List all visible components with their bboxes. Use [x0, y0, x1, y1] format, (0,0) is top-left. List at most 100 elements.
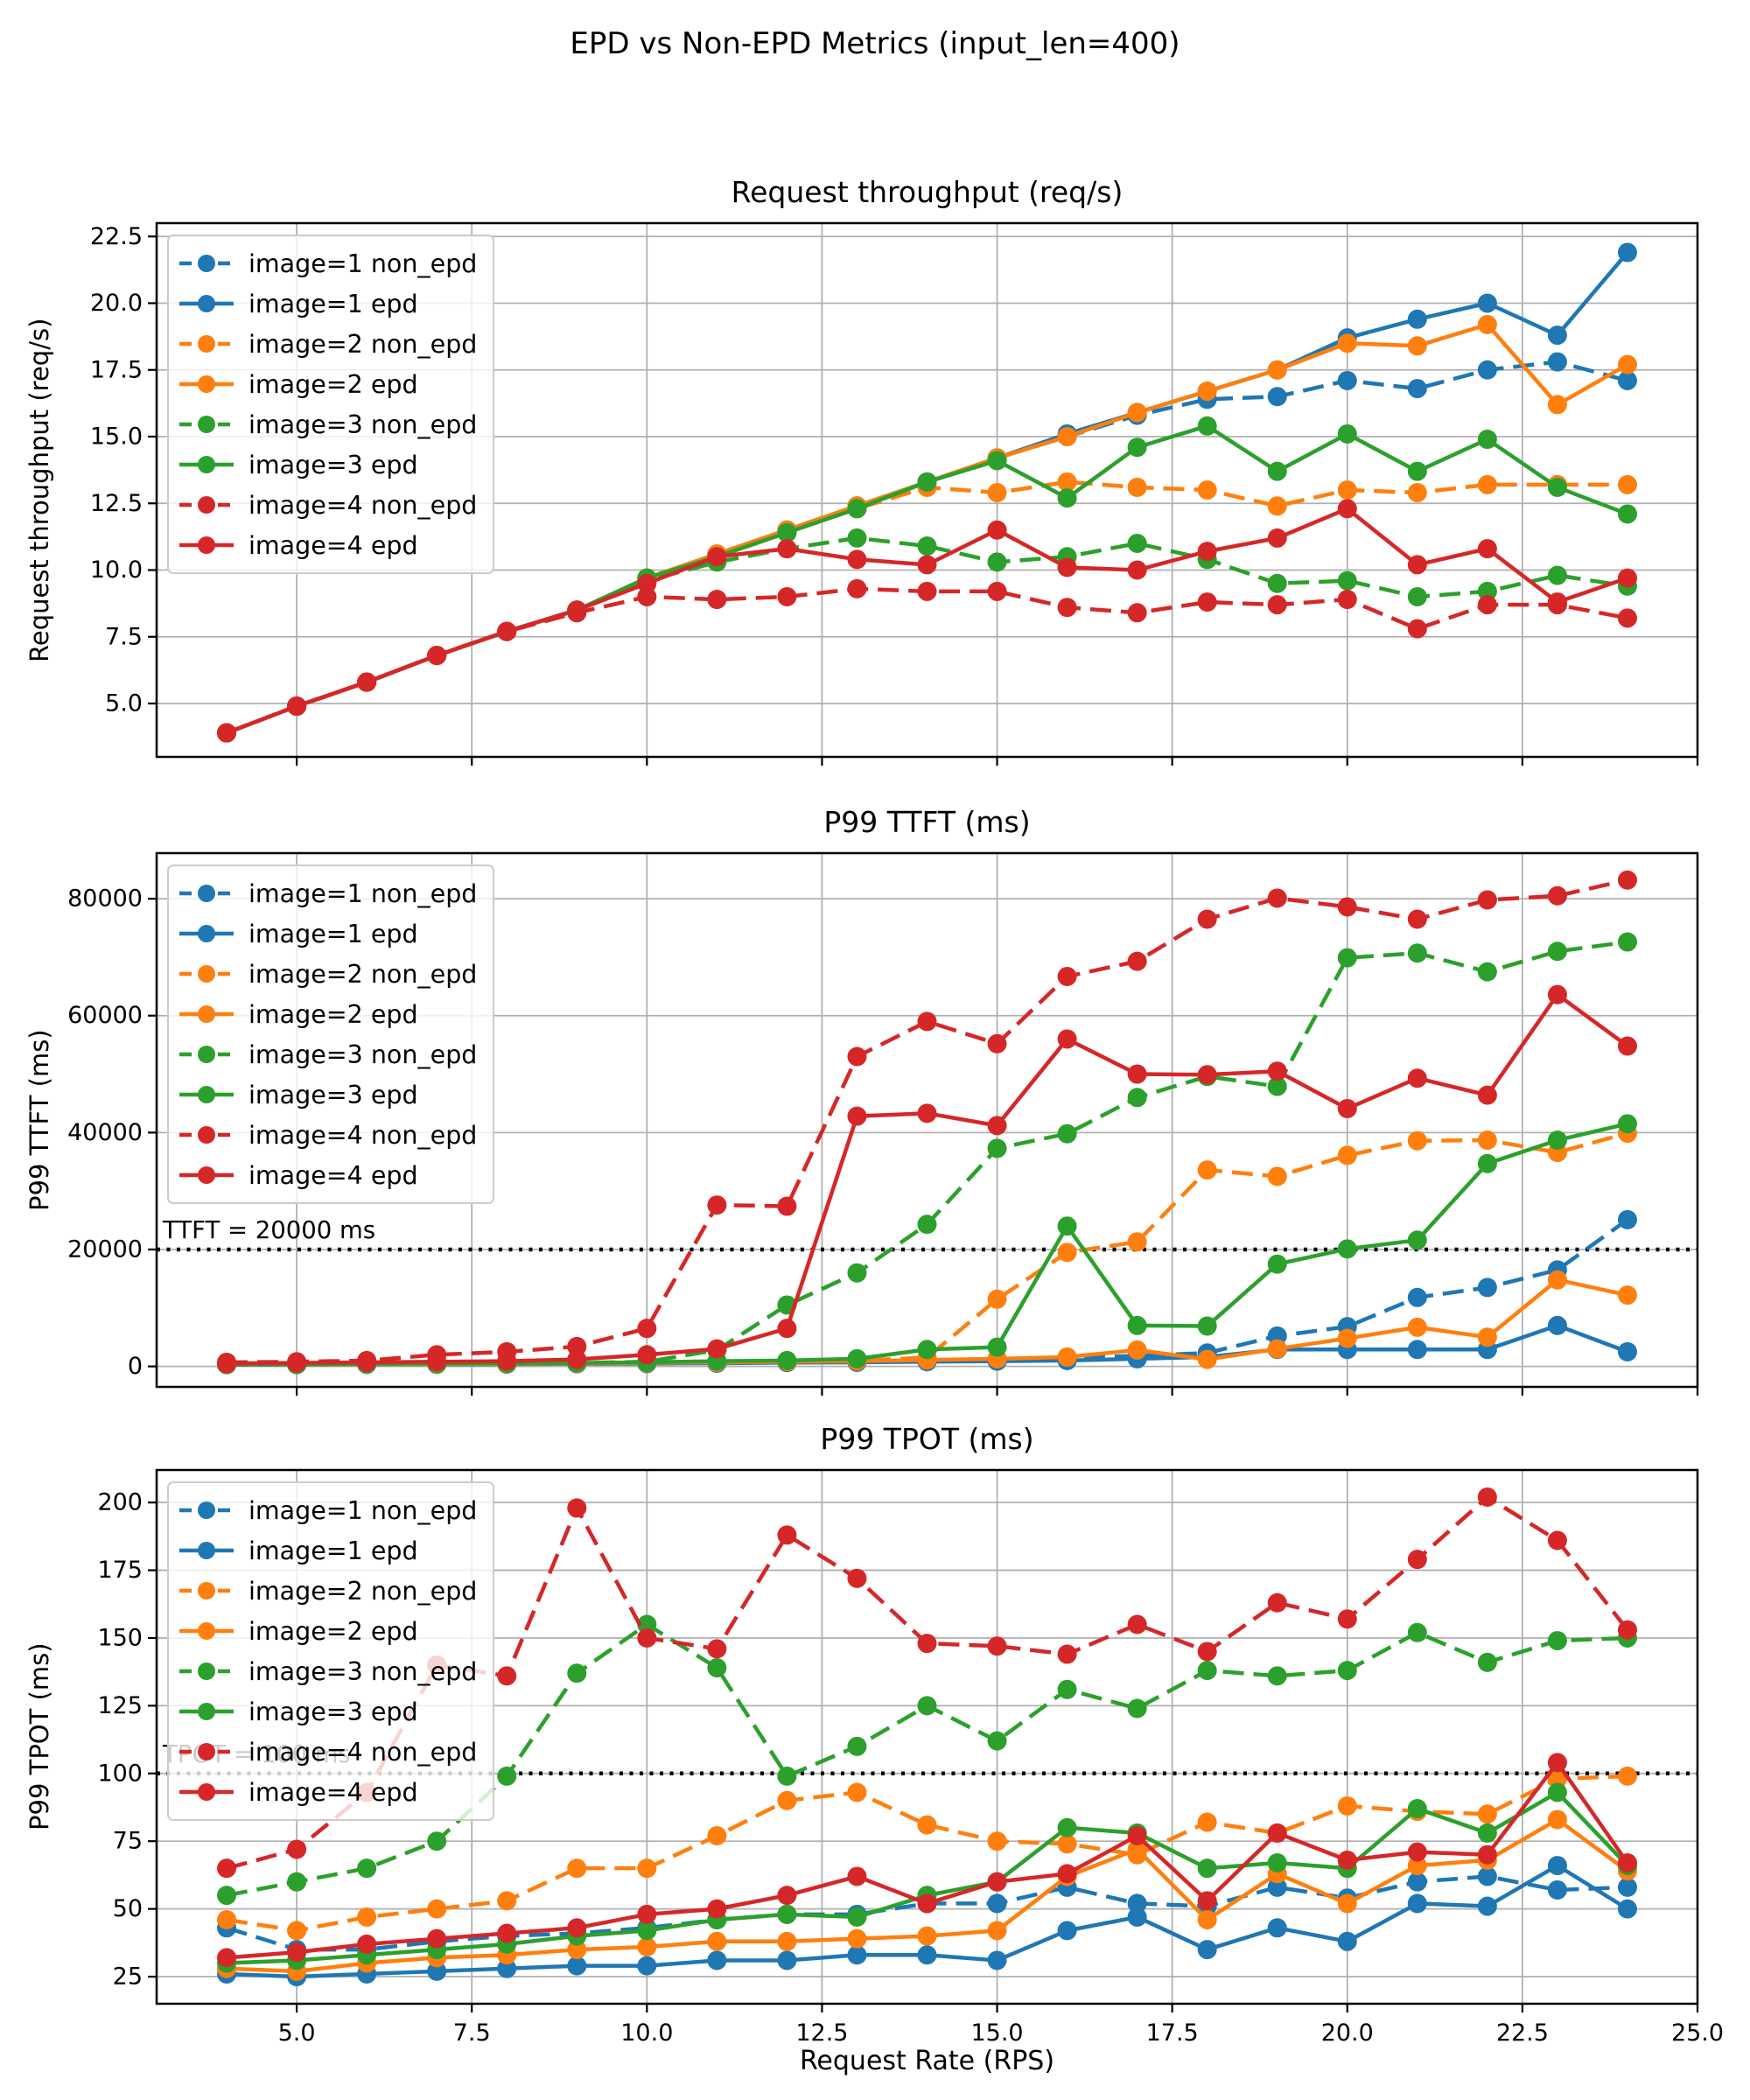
data-point: [1477, 314, 1497, 334]
data-point: [847, 1928, 867, 1949]
data-point: [1337, 370, 1357, 390]
data-point: [1477, 1278, 1497, 1298]
data-point: [707, 1339, 727, 1359]
legend-label: image=2 epd: [248, 999, 418, 1029]
data-point: [427, 646, 447, 666]
data-point: [847, 1046, 867, 1067]
data-point: [847, 1263, 867, 1283]
data-point: [1337, 897, 1357, 917]
data-point: [847, 499, 867, 519]
data-point: [987, 483, 1007, 503]
data-point: [1547, 1782, 1567, 1802]
legend-item: image=1 epd: [178, 914, 477, 954]
data-point: [1127, 1315, 1147, 1335]
y-axis-label-tpot: P99 TPOT (ms): [24, 1642, 54, 1831]
data-point: [1477, 1652, 1497, 1672]
data-point: [1127, 1907, 1147, 1927]
data-point: [1407, 909, 1427, 929]
data-point: [917, 1696, 937, 1716]
data-point: [917, 1926, 937, 1946]
data-point: [567, 1498, 587, 1518]
data-point: [1407, 555, 1427, 575]
data-point: [1407, 943, 1427, 963]
data-point: [1547, 1130, 1567, 1151]
data-point: [357, 672, 377, 692]
subplot-1: 0 20000 40000 60000 80000: [67, 851, 1699, 1396]
legend-throughput: image=1 non_epd image=1 epd image=2 non_ep…: [167, 234, 495, 574]
legend-line-sample-icon: [179, 255, 234, 272]
data-point: [1547, 326, 1567, 346]
x-tick-label: 22.5: [1496, 2020, 1549, 2047]
legend-item: image=2 epd: [178, 364, 477, 404]
legend-item: image=4 non_epd: [178, 1115, 477, 1155]
legend-item: image=1 non_epd: [178, 243, 477, 284]
data-point: [427, 1831, 447, 1852]
data-point: [1617, 504, 1637, 524]
data-point: [1407, 1894, 1427, 1914]
data-point: [217, 1858, 237, 1879]
data-point: [1267, 1166, 1287, 1186]
data-point: [1197, 1891, 1217, 1911]
axes-spines: [155, 851, 1699, 1389]
data-point: [1407, 1340, 1427, 1360]
data-point: [637, 573, 657, 593]
legend-label: image=1 epd: [248, 1536, 418, 1565]
legend-label: image=4 non_epd: [248, 1120, 478, 1150]
data-point: [1197, 1812, 1217, 1832]
data-point: [1337, 1850, 1357, 1870]
data-point: [1057, 598, 1077, 618]
data-point: [357, 1907, 377, 1927]
y-axis-label-ttft: P99 TTFT (ms): [24, 1029, 54, 1211]
data-point: [1407, 1230, 1427, 1250]
legend-item: image=3 epd: [178, 1074, 477, 1115]
data-point: [1267, 496, 1287, 516]
data-point: [987, 1289, 1007, 1309]
data-point: [1337, 1661, 1357, 1681]
data-point: [637, 1614, 657, 1634]
x-axis-label: Request Rate (RPS): [799, 2046, 1055, 2076]
legend-label: image=2 epd: [248, 1616, 418, 1646]
legend-label: image=1 epd: [248, 919, 418, 948]
data-point: [707, 1950, 727, 1970]
data-point: [497, 1666, 517, 1686]
y-tick-label: 20000: [67, 1236, 143, 1263]
legend-line-sample-icon: [179, 335, 234, 353]
data-point: [1477, 595, 1497, 615]
data-point: [1267, 1076, 1287, 1096]
data-point: [637, 1628, 657, 1648]
data-point: [1337, 499, 1357, 519]
data-point: [217, 723, 237, 743]
data-point: [1127, 1826, 1147, 1846]
data-point: [1617, 1209, 1637, 1229]
legend-line-sample-icon: [179, 1502, 234, 1519]
data-point: [917, 1634, 937, 1654]
data-point: [1617, 932, 1637, 952]
data-point: [287, 1353, 307, 1373]
data-point: [1477, 474, 1497, 494]
data-point: [1267, 528, 1287, 548]
data-point: [1267, 888, 1287, 908]
data-point: [1477, 1866, 1497, 1886]
data-point: [1127, 603, 1147, 623]
data-point: [1337, 1328, 1357, 1348]
data-point: [1267, 387, 1287, 407]
data-point: [777, 1790, 797, 1810]
data-point: [1267, 360, 1287, 380]
x-tick-label: 5.0: [278, 2020, 316, 2047]
data-point: [427, 1928, 447, 1949]
data-point: [1057, 1921, 1077, 1941]
axes-spines: [155, 221, 1699, 759]
legend-label: image=1 non_epd: [248, 878, 478, 908]
data-point: [847, 1348, 867, 1368]
subplot-title-tpot: P99 TPOT (ms): [820, 1422, 1034, 1456]
data-point: [1267, 1823, 1287, 1843]
legend-label: image=3 non_epd: [248, 1656, 478, 1686]
data-point: [637, 587, 657, 606]
legend-line-sample-icon: [179, 885, 234, 902]
legend-line-sample-icon: [179, 1783, 234, 1801]
data-point: [1617, 354, 1637, 374]
subplot-title-throughput: Request throughput (req/s): [731, 175, 1124, 209]
legend-line-sample-icon: [179, 1166, 234, 1184]
data-point: [707, 1826, 727, 1846]
data-point: [1267, 1666, 1287, 1686]
